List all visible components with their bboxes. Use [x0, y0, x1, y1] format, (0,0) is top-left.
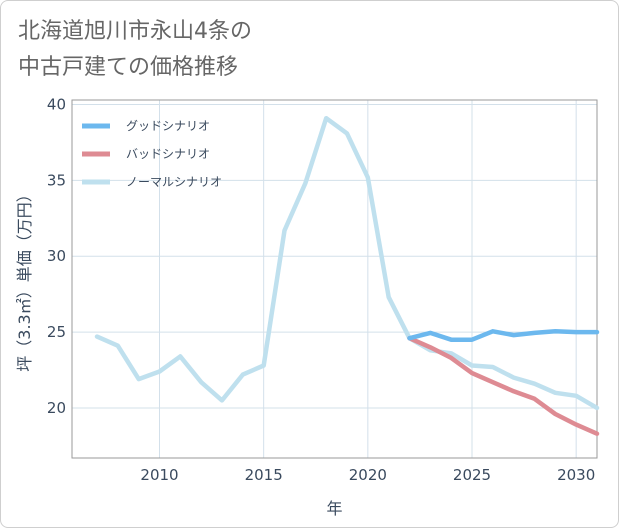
good-scenario-legend-label: グッドシナリオ — [126, 119, 210, 133]
x-tick-label: 2030 — [557, 466, 595, 484]
x-tick-label: 2020 — [349, 466, 387, 484]
y-tick-label: 25 — [47, 323, 66, 341]
x-tick-label: 2025 — [453, 466, 491, 484]
chart-title-line1: 北海道旭川市永山4条の — [18, 19, 252, 44]
plot-area-border — [71, 99, 598, 459]
y-tick-label: 20 — [47, 399, 66, 417]
series-layer — [94, 115, 600, 436]
x-tick-label: 2015 — [245, 466, 283, 484]
grid-lines — [72, 100, 597, 458]
normal-scenario-legend-label: ノーマルシナリオ — [126, 175, 222, 189]
good-scenario-line — [407, 329, 600, 342]
bad-scenario-legend-label: バッドシナリオ — [126, 147, 210, 161]
y-tick-label: 35 — [47, 171, 66, 189]
x-axis-title: 年 — [326, 499, 342, 518]
x-tick-label: 2010 — [140, 466, 178, 484]
y-tick-label: 30 — [47, 247, 66, 265]
chart-title: 北海道旭川市永山4条の 中古戸建ての価格推移 — [18, 14, 438, 86]
bad-scenario-line — [407, 335, 600, 436]
normal-scenario-line — [94, 115, 600, 411]
y-axis-title: 坪（3.3㎡）単価（万円） — [15, 186, 34, 371]
y-tick-label: 40 — [47, 96, 66, 114]
chart-title-line2: 中古戸建ての価格推移 — [18, 55, 239, 80]
